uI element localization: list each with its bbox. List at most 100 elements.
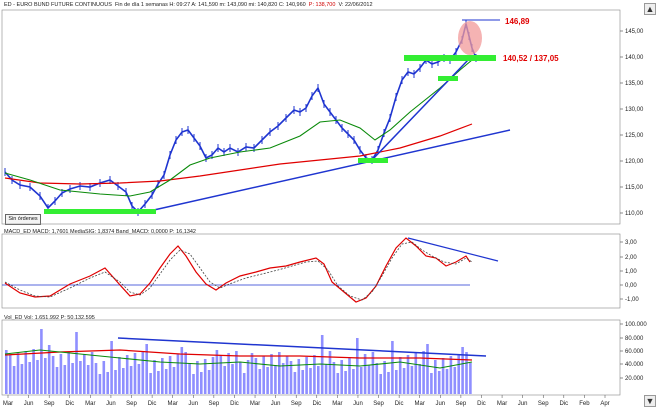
volume-bar (422, 351, 425, 394)
long-trend-line (144, 129, 511, 213)
volume-bar (309, 368, 312, 394)
volume-bar (430, 373, 433, 394)
volume-bar (145, 344, 148, 394)
volume-bar (184, 352, 187, 394)
volume-bar (203, 359, 207, 394)
x-tick-label: Mar (250, 401, 260, 407)
macd-tick-label: 3,00 (625, 240, 637, 246)
volume-bar (402, 368, 406, 394)
volume-bar (207, 370, 211, 394)
volume-bar (297, 359, 301, 394)
volume-bar (153, 360, 156, 394)
volume-bar (461, 347, 464, 394)
volume-tick-label: 80.000 (625, 336, 644, 342)
volume-bar (5, 350, 8, 394)
price-plot-frame (1, 9, 621, 225)
macd-tick-label: 0,00 (625, 283, 637, 289)
volume-bar (246, 360, 250, 394)
x-tick-label: Dic (312, 401, 321, 407)
volume-bar (317, 366, 320, 394)
volume-bar (375, 363, 379, 394)
x-tick-label: Mar (415, 401, 425, 407)
scroll-up-button[interactable]: ▲ (644, 3, 656, 15)
volume-bar (313, 355, 316, 394)
volume-bar (469, 363, 472, 394)
x-tick-label: Mar (3, 401, 13, 407)
volume-bar (63, 365, 67, 394)
volume-bar (137, 364, 141, 394)
peak-highlight-circle (458, 21, 482, 55)
volume-bar (83, 354, 86, 394)
volume-bar (20, 364, 24, 394)
volume-bar (250, 353, 254, 394)
volume-bar (437, 371, 441, 394)
price-pane-title: ED - EURO BUND FUTURE CONTINUOUS Fin de … (4, 2, 373, 8)
volume-bar (406, 355, 410, 394)
volume-bar (445, 369, 449, 394)
volume-bar (387, 372, 390, 394)
price-tick-label: 140,00 (625, 55, 644, 61)
x-tick-label: Dic (477, 401, 486, 407)
volume-bar (434, 360, 437, 394)
moving-average-short-line (4, 59, 473, 197)
volume-bar (67, 352, 70, 394)
volume-bar (449, 356, 453, 394)
volume-bar (305, 357, 308, 394)
price-tick-label: 115,00 (625, 185, 644, 191)
volume-bar (164, 369, 168, 394)
volume-bar (336, 373, 340, 394)
volume-bar (32, 349, 35, 394)
price-tick-label: 110,00 (625, 211, 644, 217)
x-tick-label: Sep (538, 401, 549, 407)
volume-bar (383, 361, 386, 394)
macd-tick-label: -1,00 (625, 297, 639, 303)
x-tick-label: Jun (106, 401, 116, 407)
x-tick-label: Sep (456, 401, 467, 407)
volume-bar (75, 332, 78, 394)
instrument-name: ED - EURO BUND FUTURE CONTINUOUS (4, 2, 112, 8)
volume-trend-line (117, 337, 487, 357)
volume-bar (367, 365, 371, 394)
x-tick-label: Jun (518, 401, 528, 407)
quote-info: Fin de día 1 semanas H: 09:27 A: 141,590… (114, 2, 306, 8)
resistance-zone-bar (404, 55, 496, 61)
volume-bar (40, 329, 43, 394)
x-tick-label: Mar (497, 401, 507, 407)
x-tick-label: Dic (230, 401, 239, 407)
volume-bar (278, 352, 281, 394)
x-tick-label: Jun (271, 401, 281, 407)
scroll-down-button[interactable]: ▼ (644, 395, 656, 407)
volume-bar (344, 371, 347, 394)
volume-bar (293, 372, 297, 394)
volume-bar (8, 355, 12, 394)
price-tick-label: 125,00 (625, 133, 644, 139)
macd-divergence-line (407, 237, 499, 262)
volume-bar (168, 356, 172, 394)
x-tick-label: Mar (85, 401, 95, 407)
volume-bar (114, 370, 117, 394)
x-tick-label: Dic (65, 401, 74, 407)
low-zone-bar (358, 158, 388, 163)
orders-button[interactable]: Sin órdenes (5, 214, 41, 225)
volume-bar (71, 363, 74, 394)
pullback-zone-bar (438, 76, 458, 81)
volume-bar (55, 367, 59, 394)
x-tick-label: Dic (395, 401, 404, 407)
volume-bar (262, 356, 265, 394)
volume-tick-label: 40.000 (625, 362, 644, 368)
price-tick-label: 145,00 (625, 29, 644, 35)
volume-bar (94, 363, 98, 394)
macd-line (4, 237, 471, 303)
volume-bar (79, 361, 82, 394)
volume-bar (12, 366, 16, 394)
price-tick-label: 135,00 (625, 81, 644, 87)
volume-bar (359, 367, 363, 394)
volume-bar (328, 351, 332, 394)
price-series-line (4, 23, 477, 214)
x-tick-label: Jun (188, 401, 198, 407)
macd-tick-label: 2,00 (625, 255, 637, 261)
volume-bar (133, 353, 137, 394)
volume-bar (414, 353, 418, 394)
macd-pane: MACD_ED MACD: 1,7601 MediaSIG: 1,8374 Ba… (0, 227, 660, 309)
